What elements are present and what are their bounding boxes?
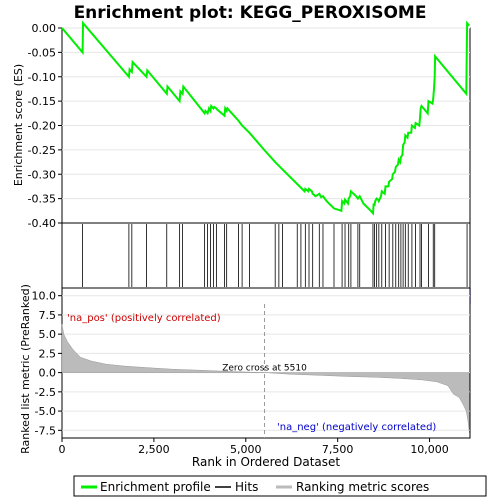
neg-label: 'na_neg' (negatively correlated) — [277, 422, 436, 433]
es-tick-label: -0.20 — [28, 120, 56, 133]
metric-y-ticks: 10.0 7.5 5.0 2.5 0.0 -2.5 -5.0 -7.5 — [32, 290, 62, 437]
legend-label-hits: Hits — [235, 480, 258, 494]
metric-tick-label: -7.5 — [35, 424, 56, 437]
hits-frame — [61, 222, 471, 289]
metric-y-axis-label: Ranked list metric (PreRanked) — [19, 284, 32, 454]
metric-tick-label: 0.0 — [39, 367, 57, 380]
metric-tick-label: 2.5 — [39, 347, 57, 360]
metric-panel: Zero cross at 5510 'na_pos' (positively … — [19, 284, 471, 469]
x-tick-label: 10,000 — [410, 443, 449, 456]
es-tick-label: -0.05 — [28, 46, 56, 59]
es-tick-label: -0.10 — [28, 71, 56, 84]
metric-x-ticks: 0 2,500 5,000 7,500 10,000 — [59, 438, 449, 456]
metric-tick-label: 10.0 — [32, 290, 57, 303]
pos-label: 'na_pos' (positively correlated) — [67, 313, 221, 324]
x-tick-label: 0 — [59, 443, 66, 456]
x-axis-label: Rank in Ordered Dataset — [192, 455, 340, 469]
es-panel: 0.00 -0.05 -0.10 -0.15 -0.20 -0.25 -0.30 -0.35 -… — [12, 20, 471, 230]
es-y-ticks: 0.00 -0.05 -0.10 -0.15 -0.20 -0.25 -0.30 -0.35 -… — [28, 22, 62, 230]
es-tick-label: -0.30 — [28, 168, 56, 181]
metric-tick-label: -2.5 — [35, 386, 56, 399]
hit-lines — [82, 224, 468, 287]
ranking-metric-area — [61, 324, 470, 433]
legend: Enrichment profile Hits Ranking metric s… — [73, 475, 487, 497]
x-tick-label: 7,500 — [322, 443, 354, 456]
hits-panel — [61, 222, 471, 289]
es-tick-label: -0.25 — [28, 144, 56, 157]
metric-tick-label: 5.0 — [39, 328, 57, 341]
x-tick-label: 2,500 — [138, 443, 170, 456]
metric-tick-label: 7.5 — [39, 309, 57, 322]
legend-label-enrichment: Enrichment profile — [100, 480, 211, 494]
x-tick-label: 5,000 — [230, 443, 262, 456]
metric-plot-frame — [61, 287, 471, 439]
es-tick-label: -0.35 — [28, 193, 56, 206]
es-tick-label: 0.00 — [32, 22, 57, 35]
enrichment-profile-line — [61, 20, 471, 216]
chart-title: Enrichment plot: KEGG_PEROXISOME — [74, 3, 427, 23]
zero-cross-label: Zero cross at 5510 — [222, 364, 307, 374]
metric-tick-label: -5.0 — [35, 405, 56, 418]
es-y-axis-label: Enrichment score (ES) — [12, 64, 25, 186]
legend-label-ranking: Ranking metric scores — [296, 480, 429, 494]
es-tick-label: -0.15 — [28, 95, 56, 108]
es-tick-label: -0.40 — [28, 217, 56, 230]
